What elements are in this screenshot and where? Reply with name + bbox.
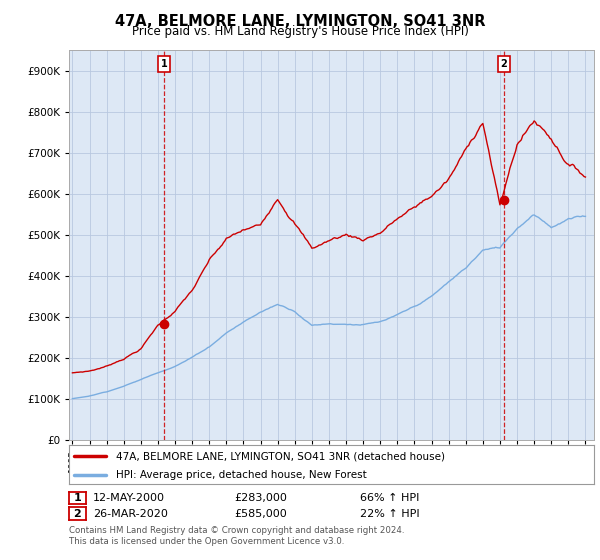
- Text: Contains HM Land Registry data © Crown copyright and database right 2024.
This d: Contains HM Land Registry data © Crown c…: [69, 526, 404, 546]
- Text: 47A, BELMORE LANE, LYMINGTON, SO41 3NR: 47A, BELMORE LANE, LYMINGTON, SO41 3NR: [115, 14, 485, 29]
- Text: 2: 2: [74, 508, 81, 519]
- Text: 1: 1: [74, 493, 81, 503]
- Text: 47A, BELMORE LANE, LYMINGTON, SO41 3NR (detached house): 47A, BELMORE LANE, LYMINGTON, SO41 3NR (…: [116, 451, 445, 461]
- Text: Price paid vs. HM Land Registry's House Price Index (HPI): Price paid vs. HM Land Registry's House …: [131, 25, 469, 38]
- Text: £585,000: £585,000: [234, 509, 287, 519]
- Text: 66% ↑ HPI: 66% ↑ HPI: [360, 493, 419, 503]
- Text: HPI: Average price, detached house, New Forest: HPI: Average price, detached house, New …: [116, 470, 367, 479]
- Text: 2: 2: [500, 59, 507, 69]
- Text: 26-MAR-2020: 26-MAR-2020: [93, 509, 168, 519]
- Text: 12-MAY-2000: 12-MAY-2000: [93, 493, 165, 503]
- Text: £283,000: £283,000: [234, 493, 287, 503]
- Text: 22% ↑ HPI: 22% ↑ HPI: [360, 509, 419, 519]
- Text: 1: 1: [161, 59, 167, 69]
